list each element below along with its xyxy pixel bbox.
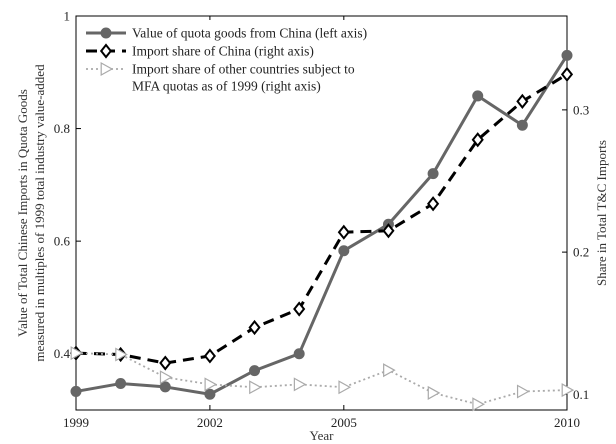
data-point <box>115 347 128 362</box>
data-point <box>159 381 171 393</box>
data-point <box>382 223 395 239</box>
y-right-axis-title: Share in Total T&C Imports <box>594 140 609 286</box>
data-point <box>516 93 529 109</box>
data-point <box>293 377 307 392</box>
series-line <box>75 73 568 365</box>
legend-marker-1 <box>99 43 113 59</box>
y-left-tick-label: 0.4 <box>54 346 71 361</box>
y-left-tick-label: 1 <box>64 9 71 24</box>
x-tick-label: 2010 <box>554 415 580 430</box>
data-point <box>249 380 262 395</box>
y-left-tick-label: 0.6 <box>54 234 71 249</box>
series-group <box>69 49 575 412</box>
legend-label-1: Import share of China (right axis) <box>132 44 314 59</box>
legend: Value of quota goods from China (left ax… <box>80 20 430 100</box>
data-point <box>561 383 575 398</box>
y-left-axis-title-line: measured in multiples of 1999 total indu… <box>32 64 47 362</box>
data-point <box>561 49 573 61</box>
data-point <box>516 384 530 399</box>
data-point <box>427 168 439 180</box>
legend-marker-0 <box>100 27 112 39</box>
data-point <box>471 132 484 148</box>
y-right-tick-label: 0.2 <box>573 245 589 260</box>
data-point <box>248 319 261 336</box>
data-point <box>338 245 350 257</box>
tick-group: 1999 2002 2005 2010 1 0.8 0.6 0.4 0.3 0.2 0.1 <box>54 9 590 431</box>
data-point <box>427 385 441 400</box>
x-axis-title: Year <box>310 428 335 443</box>
data-point <box>159 355 172 371</box>
data-point <box>159 370 173 385</box>
data-point <box>516 119 528 131</box>
legend-label-2: MFA quotas as of 1999 (right axis) <box>132 79 321 94</box>
axis-title-group: Year Value of Total Chinese Imports in Qu… <box>15 64 609 443</box>
data-point <box>293 301 306 317</box>
y-left-axis-title-line: Value of Total Chinese Imports in Quota … <box>15 89 30 337</box>
y-right-tick-label: 0.1 <box>573 387 589 402</box>
data-point <box>472 397 485 412</box>
data-point <box>293 348 305 360</box>
legend-box <box>80 20 430 100</box>
y-left-tick-label: 0.8 <box>54 121 70 136</box>
legend-label-2: Import share of other countries subject … <box>132 62 355 77</box>
data-point <box>204 377 218 392</box>
data-point <box>203 348 216 364</box>
series-0 <box>70 49 573 400</box>
data-point <box>249 365 261 377</box>
y-right-tick-label: 0.3 <box>573 102 589 117</box>
data-point <box>560 66 574 82</box>
series-2 <box>70 346 575 412</box>
series-line <box>75 54 569 396</box>
x-tick-label: 2002 <box>197 415 223 430</box>
data-point <box>115 378 127 390</box>
data-point <box>204 388 216 400</box>
data-point <box>338 380 352 395</box>
x-tick-label: 1999 <box>63 415 89 430</box>
data-point <box>383 363 396 378</box>
series-line <box>75 352 568 406</box>
data-point <box>472 90 484 102</box>
legend-marker-2 <box>100 61 114 77</box>
data-point <box>427 196 440 212</box>
data-point <box>70 385 82 397</box>
legend-label-0: Value of quota goods from China (left ax… <box>132 26 367 41</box>
data-point <box>70 346 84 361</box>
data-point <box>337 224 350 240</box>
x-tick-label: 2005 <box>331 415 357 430</box>
